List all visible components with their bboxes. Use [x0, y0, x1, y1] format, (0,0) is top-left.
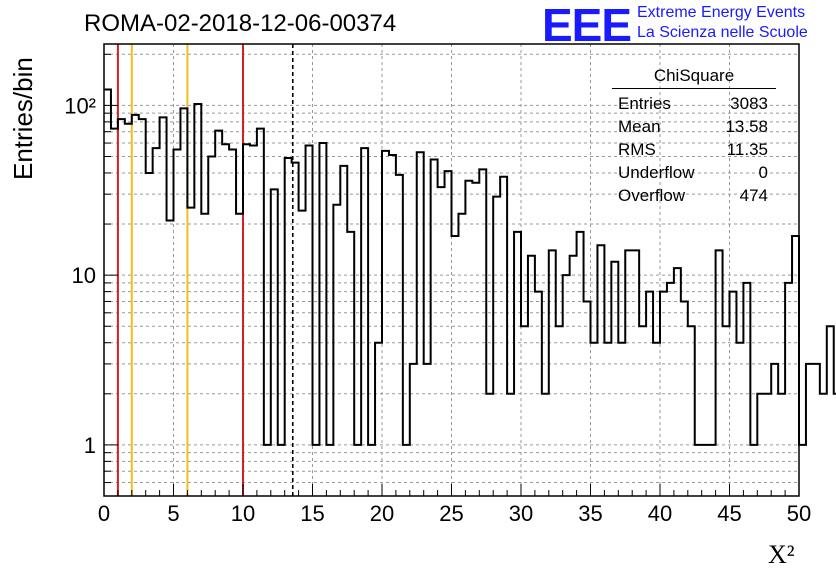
y-tick-label: 10	[72, 263, 96, 288]
stats-row: RMS 11.35	[612, 138, 776, 161]
x-tick-label: 25	[439, 501, 463, 526]
x-axis-label: X²	[768, 540, 795, 569]
y-tick-label: 1	[84, 433, 96, 458]
marker-lines	[116, 44, 294, 496]
x-tick-label: 15	[300, 501, 324, 526]
x-tick-label: 50	[787, 501, 811, 526]
stats-label: RMS	[618, 140, 656, 159]
histogram-line	[104, 88, 836, 446]
x-tick-label: 45	[717, 501, 741, 526]
x-tick-label: 40	[648, 501, 672, 526]
x-tick-label: 10	[231, 501, 255, 526]
stats-value: 11.35	[726, 140, 768, 159]
stats-box: ChiSquare Entries 3083 Mean 13.58 RMS 11.35…	[612, 66, 776, 207]
eee-logo: EEE	[542, 0, 632, 51]
chart-title: ROMA-02-2018-12-06-00374	[84, 10, 397, 37]
stats-label: Mean	[618, 117, 661, 136]
stats-label: Underflow	[618, 163, 695, 182]
logo-line2: La Scienza nelle Scuole	[637, 24, 808, 41]
grid	[104, 44, 799, 497]
stats-label: Entries	[618, 94, 671, 113]
stats-row: Underflow 0	[612, 161, 776, 184]
stats-value: 13.58	[725, 117, 768, 136]
stats-value: 0	[758, 163, 768, 182]
axis-ticks: 0 5 10 15 20 25 30 35 40 45 50 1 10 10²	[64, 53, 811, 526]
stats-row: Mean 13.58	[612, 115, 776, 138]
y-tick-label: 10²	[64, 93, 96, 118]
stats-label: Overflow	[618, 186, 686, 205]
x-tick-label: 35	[578, 501, 602, 526]
stats-title: ChiSquare	[612, 66, 776, 89]
x-tick-label: 30	[509, 501, 533, 526]
stats-value: 3083	[730, 94, 768, 113]
logo-line1: Extreme Energy Events	[637, 4, 806, 21]
stats-row: Entries 3083	[612, 92, 776, 115]
y-axis-label: Entries/bin	[8, 57, 38, 180]
stats-value: 474	[739, 186, 768, 205]
x-tick-label: 20	[370, 501, 394, 526]
stats-row: Overflow 474	[612, 184, 776, 207]
x-tick-label: 5	[167, 501, 179, 526]
x-tick-label: 0	[98, 501, 110, 526]
